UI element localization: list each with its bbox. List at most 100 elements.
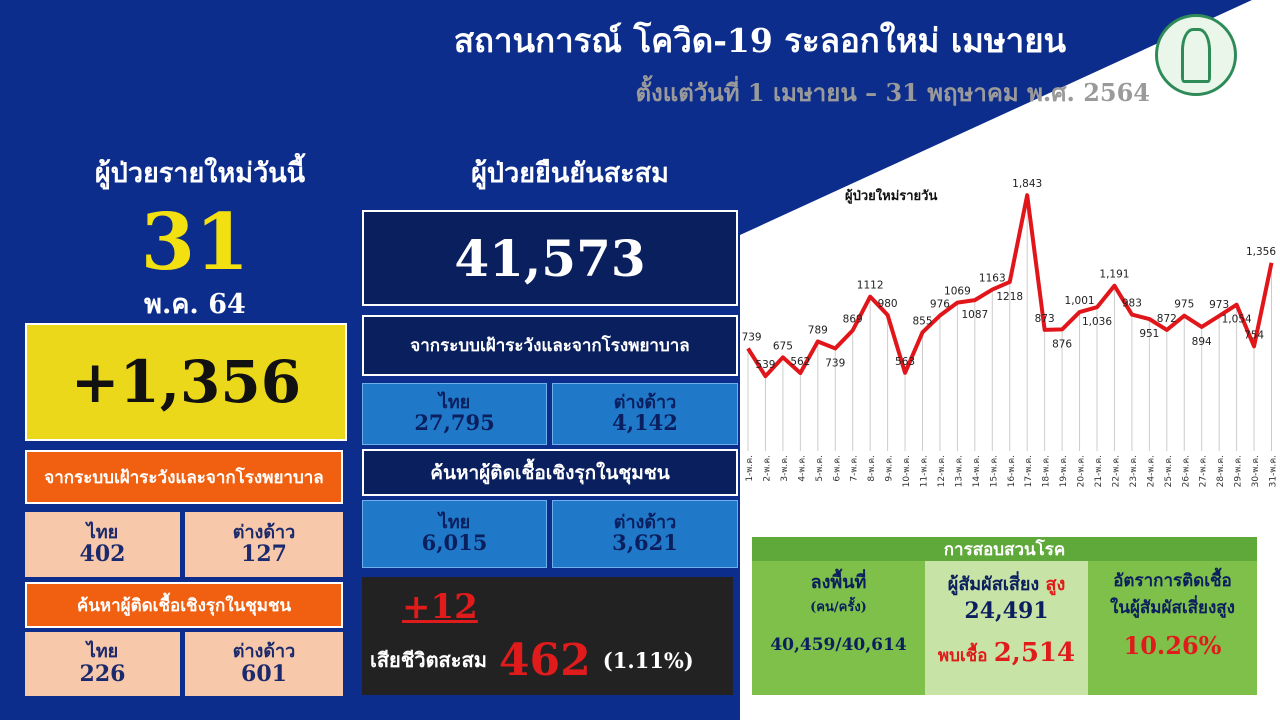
data-label: 1,191 [1099,269,1129,281]
today-surv-thai: ไทย 402 [25,512,180,577]
label: ไทย [438,391,471,413]
x-tick-label: 7-พ.ค. [850,455,860,482]
x-tick-label: 5-พ.ค. [815,455,825,482]
today-day: 31 [140,197,250,288]
value: 40,459/40,614 [770,635,907,655]
deaths-total: 462 [498,634,591,686]
label: ต่างด้าว [613,391,677,413]
x-tick-label: 8-พ.ค. [867,455,877,482]
high: สูง [1045,574,1066,595]
page-subtitle: ตั้งแต่วันที่ 1 เมษายน – 31 พฤษาคม พ.ศ. … [635,77,1150,107]
value: 4,142 [612,410,678,436]
x-tick-label: 6-พ.ค. [832,455,842,482]
x-tick-label: 15-พ.ค. [989,455,999,487]
cum-active-foreign: ต่างด้าว 3,621 [552,500,738,568]
value: 226 [79,660,126,687]
label: ลงพื้นที่ [810,572,867,593]
cumulative-total: 41,573 [362,210,738,306]
x-tick-label: 17-พ.ค. [1024,455,1034,487]
value: 10.26% [1123,631,1222,660]
data-label: 675 [773,340,793,352]
x-tick-label: 16-พ.ค. [1007,455,1017,487]
data-label: 855 [912,315,932,327]
label: ต่างด้าว [232,521,296,543]
found-label: พบเชื้อ [937,646,988,666]
x-tick-label: 28-พ.ค. [1216,455,1226,487]
value: 127 [241,541,287,568]
bangkok-logo [1155,14,1237,96]
x-tick-label: 12-พ.ค. [937,455,947,487]
investigation-title: การสอบสวนโรค [752,537,1257,561]
today-active-thai: ไทย 226 [25,632,180,696]
value: 24,491 [964,598,1049,624]
chart-title: ผู้ป่วยใหม่รายวัน [845,187,937,204]
cumulative-label: ผู้ป่วยยืนยันสะสม [471,157,669,189]
data-label: 1087 [961,309,988,321]
data-label: 563 [895,356,915,368]
value: 601 [241,660,287,687]
x-tick-label: 20-พ.ค. [1077,455,1087,487]
today-label: ผู้ป่วยรายใหม่วันนี้ [94,157,306,189]
x-tick-label: 1-พ.ค. [745,455,755,482]
today-surveillance-label: จากระบบเฝ้าระวังและจากโรงพยาบาล [25,450,343,504]
value: 402 [79,541,126,568]
data-label: 789 [808,324,828,336]
data-label: 1069 [944,286,971,298]
x-tick-label: 21-พ.ค. [1094,455,1104,487]
data-label: 1,843 [1012,178,1042,190]
investigation-panel: การสอบสวนโรค ลงพื้นที่ (คน/ครั้ง) 40,459… [752,537,1257,695]
today-active-foreign: ต่างด้าว 601 [185,632,343,696]
field-visits: ลงพื้นที่ (คน/ครั้ง) 40,459/40,614 [752,567,925,655]
death-rate: (1.11%) [602,647,694,673]
data-label: 1,356 [1246,246,1276,258]
label: ไทย [86,641,119,662]
data-label: 973 [1209,299,1229,311]
x-tick-label: 4-พ.ค. [797,455,807,482]
x-tick-label: 23-พ.ค. [1129,455,1139,487]
data-label: 562 [790,356,810,368]
x-tick-label: 13-พ.ค. [954,455,964,487]
data-label: 983 [1122,298,1142,310]
x-tick-label: 9-พ.ค. [885,455,895,482]
data-label: 1218 [996,291,1023,303]
label: ไทย [438,511,471,533]
page-title: สถานการณ์ โควิด-19 ระลอกใหม่ เมษายน [453,20,1067,60]
label: ไทย [86,521,119,543]
infection-rate: อัตราการติดเชื้อ ในผู้สัมผัสเสี่ยงสูง 10… [1088,567,1257,660]
x-tick-label: 24-พ.ค. [1146,455,1156,487]
data-label: 980 [878,298,898,310]
data-label: 975 [1174,299,1194,311]
x-tick-label: 29-พ.ค. [1234,455,1244,487]
data-label: 873 [1035,313,1055,325]
data-label: 739 [742,331,762,343]
x-tick-label: 26-พ.ค. [1181,455,1191,487]
today-surv-foreign: ต่างด้าว 127 [185,512,343,577]
x-tick-label: 22-พ.ค. [1111,455,1121,487]
label: อัตราการติดเชื้อ [1113,571,1232,591]
data-label: 754 [1244,329,1264,341]
data-label: 872 [1157,313,1177,325]
data-label: 1163 [979,273,1006,285]
x-tick-label: 14-พ.ค. [972,455,982,487]
data-label: 876 [1052,338,1072,350]
value: 6,015 [421,530,488,556]
x-tick-label: 27-พ.ค. [1199,455,1209,487]
data-label: 894 [1192,336,1212,348]
data-label: 539 [755,359,775,371]
label2: ในผู้สัมผัสเสี่ยงสูง [1110,598,1235,618]
x-tick-label: 2-พ.ค. [762,455,772,482]
series-line [746,193,1274,379]
cum-active-thai: ไทย 6,015 [362,500,547,568]
unit: (คน/ครั้ง) [810,600,867,615]
high-risk-contacts: ผู้สัมผัสเสี่ยง สูง 24,491 พบเชื้อ 2,514 [925,561,1088,695]
cum-surv-foreign: ต่างด้าว 4,142 [552,383,738,445]
deaths-panel: +12 เสียชีวิตสะสม 462 (1.11%) [362,577,733,695]
today-month: พ.ค. 64 [144,288,246,320]
cum-active-label: ค้นหาผู้ติดเชื้อเชิงรุกในชุมชน [362,449,738,496]
cum-surveillance-label: จากระบบเฝ้าระวังและจากโรงพยาบาล [362,315,738,376]
data-label: 1,054 [1222,314,1252,326]
deaths-new: +12 [402,587,478,627]
label: ต่างด้าว [232,641,296,662]
data-label: 739 [825,357,845,369]
cum-surv-thai: ไทย 27,795 [362,383,547,445]
